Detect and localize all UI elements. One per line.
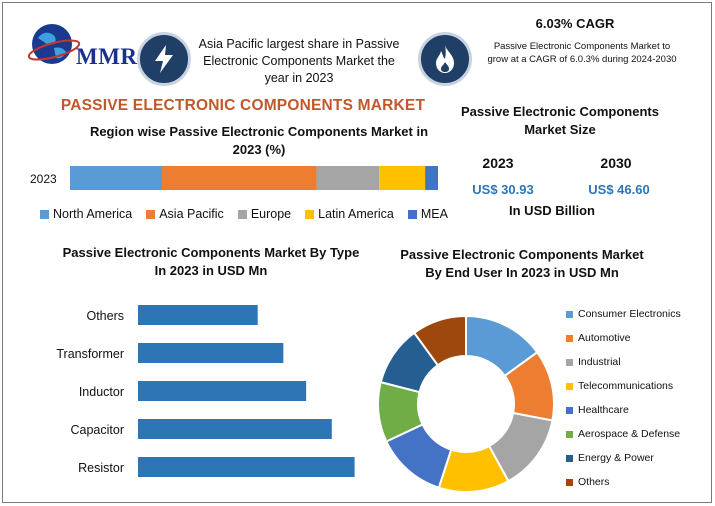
legend-label: Energy & Power xyxy=(578,452,654,464)
legend-item-asia-pacific: Asia Pacific xyxy=(146,207,224,221)
type-label-resistor: Resistor xyxy=(78,461,124,475)
legend-label: Telecommunications xyxy=(578,380,674,392)
mmr-logo: MMR xyxy=(27,20,138,80)
donut-slice-others xyxy=(412,314,467,367)
legend-label: Others xyxy=(578,476,610,488)
type-label-transformer: Transformer xyxy=(56,347,124,361)
logo-text: MMR xyxy=(76,44,138,69)
type-bar-others xyxy=(138,305,258,325)
legend-swatch xyxy=(566,334,573,342)
legend-swatch xyxy=(566,454,573,462)
legend-swatch xyxy=(566,310,573,318)
cagr-title: 6.03% CAGR xyxy=(535,16,615,31)
legend-swatch xyxy=(566,382,573,390)
type-bar-capacitor xyxy=(138,419,332,439)
enduser-legend-item: Automotive xyxy=(566,326,706,350)
legend-label: Consumer Electronics xyxy=(578,308,681,320)
legend-swatch xyxy=(566,406,573,414)
type-label-inductor: Inductor xyxy=(79,385,124,399)
type-bar-inductor xyxy=(138,381,307,401)
type-label-capacitor: Capacitor xyxy=(71,423,125,437)
region-bar-segment-asia-pacific xyxy=(162,166,317,190)
legend-label: Automotive xyxy=(578,332,631,344)
region-legend: North America Asia Pacific Europe Latin … xyxy=(40,207,448,221)
enduser-legend-item: Healthcare xyxy=(566,398,706,422)
enduser-legend-item: Aerospace & Defense xyxy=(566,422,706,446)
enduser-legend-item: Others xyxy=(566,470,706,494)
legend-item-mea: MEA xyxy=(407,207,448,221)
type-bar-transformer xyxy=(138,343,284,363)
region-chart-title: Region wise Passive Electronic Component… xyxy=(89,124,429,158)
market-size-unit: In USD Billion xyxy=(509,203,595,218)
region-bar-segment-latin-america xyxy=(379,166,426,190)
type-chart-title: Passive Electronic Components Market By … xyxy=(62,245,360,279)
enduser-legend-item: Industrial xyxy=(566,350,706,374)
enduser-legend-item: Energy & Power xyxy=(566,446,706,470)
legend-label: Healthcare xyxy=(578,404,629,416)
enduser-legend-item: Consumer Electronics xyxy=(566,302,706,326)
flame-icon xyxy=(418,32,472,86)
legend-item-north-america: North America xyxy=(40,207,132,221)
market-size-title: Passive Electronic Components Market Siz… xyxy=(461,104,659,138)
type-bar-resistor xyxy=(138,457,355,477)
legend-label: Aerospace & Defense xyxy=(578,428,681,440)
region-stacked-bar xyxy=(70,166,438,190)
main-title: PASSIVE ELECTRONIC COMPONENTS MARKET xyxy=(60,97,426,114)
legend-label: Industrial xyxy=(578,356,621,368)
lightning-icon xyxy=(137,32,191,86)
type-bar-chart: Others Transformer Inductor Capacitor Resist… xyxy=(56,305,355,477)
legend-swatch xyxy=(566,478,573,486)
legend-item-europe: Europe xyxy=(237,207,291,221)
legend-swatch xyxy=(566,358,573,366)
market-size-year-2030: 2030 xyxy=(600,155,632,171)
region-year-label: 2023 xyxy=(30,172,57,186)
enduser-legend-item: Telecommunications xyxy=(566,374,706,398)
region-bar-segment-europe xyxy=(316,166,380,190)
globe-icon xyxy=(27,24,81,64)
type-label-others: Others xyxy=(86,309,124,323)
market-size-year-2023: 2023 xyxy=(482,155,514,171)
market-size-value-2023: US$ 30.93 xyxy=(472,182,534,197)
market-size-value-2030: US$ 46.60 xyxy=(588,182,650,197)
region-bar-segment-mea xyxy=(425,166,438,190)
legend-item-latin-america: Latin America xyxy=(305,207,394,221)
legend-swatch xyxy=(566,430,573,438)
enduser-donut-chart xyxy=(377,314,555,493)
region-bar-segment-north-america xyxy=(70,166,162,190)
enduser-legend: Consumer Electronics Automotive Industrial… xyxy=(566,302,706,494)
info-text: Asia Pacific largest share in Passive El… xyxy=(198,37,400,85)
enduser-chart-title: Passive Electronic Components Market By … xyxy=(400,247,644,281)
cagr-text: Passive Electronic Components Market to … xyxy=(487,41,677,65)
